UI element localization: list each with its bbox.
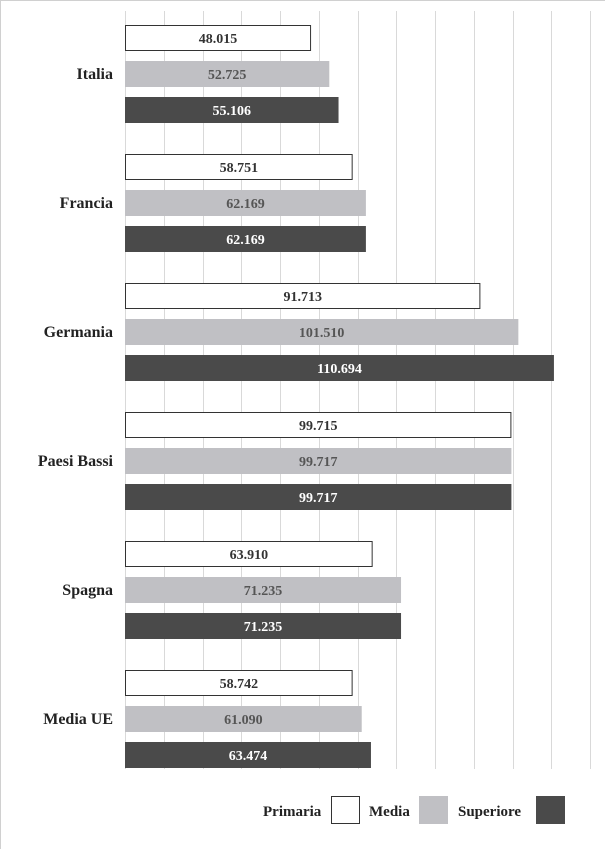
category-label: Media UE — [43, 711, 113, 728]
bar-superiore — [125, 355, 554, 381]
category-group: 91.713 101.510 110.694 Germania — [44, 283, 554, 381]
bar-superiore — [125, 226, 366, 252]
data-label: 62.169 — [226, 197, 265, 212]
bar-media — [125, 577, 402, 603]
category-label: Francia — [60, 195, 113, 212]
bar-media — [125, 190, 366, 216]
data-label: 58.742 — [220, 677, 259, 692]
category-group: 58.742 61.090 63.474 Media UE — [43, 670, 371, 768]
bar-superiore — [125, 97, 339, 123]
data-label: 62.169 — [226, 233, 265, 248]
data-label: 63.910 — [230, 548, 269, 563]
data-label: 71.235 — [244, 620, 283, 635]
data-label: 101.510 — [299, 326, 345, 341]
legend: Primaria Media Superiore — [263, 796, 565, 824]
bar-media — [125, 706, 362, 732]
data-label: 55.106 — [213, 104, 252, 119]
bar-superiore — [125, 613, 402, 639]
bar-primaria — [125, 541, 373, 567]
bar-superiore — [125, 742, 371, 768]
legend-swatch — [419, 796, 448, 824]
category-label: Italia — [77, 66, 113, 83]
data-label: 48.015 — [199, 32, 238, 47]
bar-primaria — [125, 154, 353, 180]
data-label: 91.713 — [283, 290, 322, 305]
category-label: Paesi Bassi — [38, 453, 114, 470]
category-group: 63.910 71.235 71.235 Spagna — [62, 541, 402, 639]
data-label: 99.715 — [299, 419, 338, 434]
data-label: 63.474 — [229, 749, 268, 764]
data-label: 99.717 — [299, 455, 338, 470]
data-label: 71.235 — [244, 584, 283, 599]
category-group: 58.751 62.169 62.169 Francia — [60, 154, 366, 252]
bar-media — [125, 61, 330, 87]
gridlines — [125, 11, 591, 769]
data-label: 58.751 — [220, 161, 259, 176]
legend-label: Primaria — [263, 804, 322, 820]
data-label: 110.694 — [317, 362, 362, 377]
category-group: 48.015 52.725 55.106 Italia — [77, 25, 339, 123]
legend-swatch — [536, 796, 565, 824]
category-group: 99.715 99.717 99.717 Paesi Bassi — [38, 412, 512, 510]
bar-primaria — [125, 25, 312, 51]
bar-media — [125, 319, 519, 345]
category-label: Spagna — [62, 582, 113, 599]
legend-swatch — [331, 796, 360, 824]
bar-superiore — [125, 484, 512, 510]
category-label: Germania — [44, 324, 113, 341]
bar-media — [125, 448, 512, 474]
legend-label: Superiore — [458, 804, 521, 820]
data-label: 61.090 — [224, 713, 263, 728]
bar-primaria — [125, 670, 353, 696]
bar-primaria — [125, 412, 512, 438]
legend-label: Media — [369, 804, 410, 820]
data-label: 99.717 — [299, 491, 338, 506]
bar-primaria — [125, 283, 481, 309]
data-label: 52.725 — [208, 68, 247, 83]
